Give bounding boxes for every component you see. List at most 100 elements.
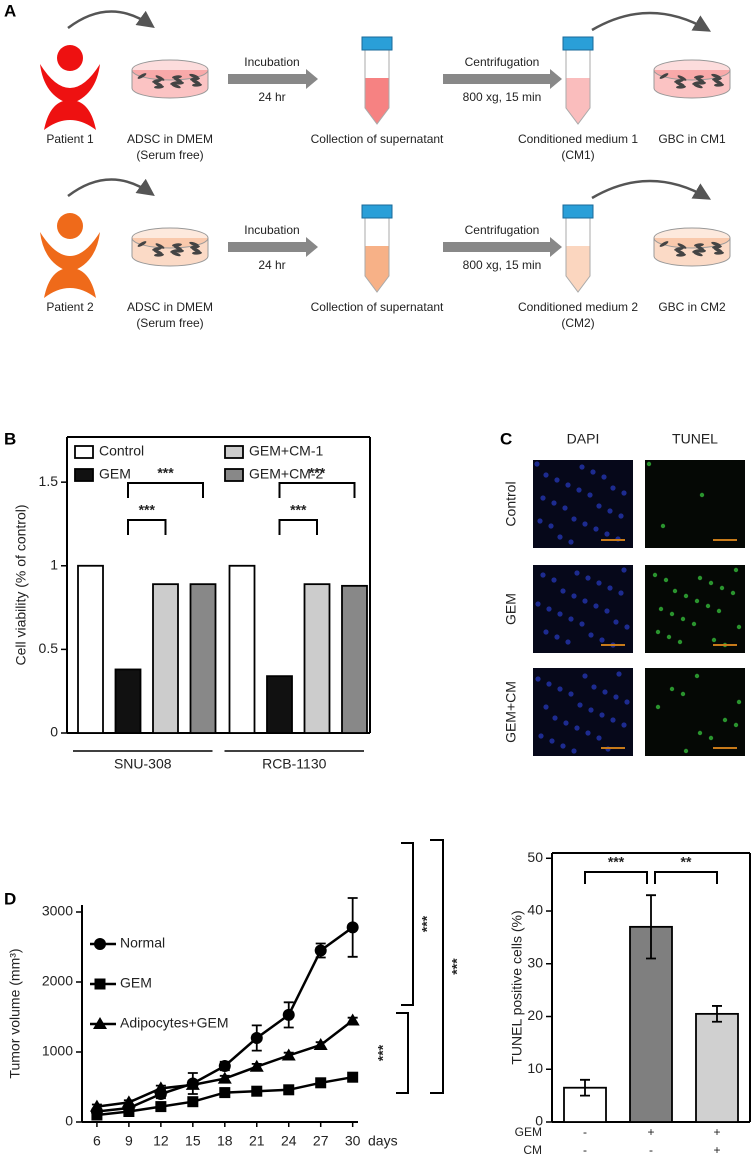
panel-label: D <box>4 889 16 908</box>
marker <box>187 1096 199 1108</box>
nucleus <box>660 523 666 529</box>
x-tick-label: 15 <box>185 1133 201 1149</box>
nucleus <box>621 722 627 728</box>
nucleus <box>624 699 630 705</box>
legend-swatch <box>224 445 244 459</box>
nucleus <box>652 572 658 578</box>
error-bar <box>712 1005 722 1023</box>
marker <box>313 1038 328 1050</box>
nucleus <box>646 461 652 467</box>
x-tick-label: RCB-1130 <box>262 756 327 772</box>
person-body <box>40 232 100 272</box>
micrograph <box>533 460 633 548</box>
caption: Collection of supernatant <box>311 300 444 314</box>
cell <box>137 241 147 247</box>
caption: Collection of supernatant <box>311 132 444 146</box>
nucleus <box>546 681 552 687</box>
nucleus <box>568 539 574 545</box>
nucleus <box>613 694 619 700</box>
y-axis-label: TUNEL positive cells (%) <box>509 910 525 1064</box>
dish-top <box>653 227 731 249</box>
significance-label: *** <box>309 465 326 481</box>
nucleus <box>708 735 714 741</box>
nucleus <box>697 575 703 581</box>
cell <box>153 249 163 255</box>
cell <box>172 75 182 79</box>
x-tick-label: 21 <box>249 1133 265 1149</box>
nucleus <box>699 492 705 498</box>
nucleus <box>537 518 543 524</box>
significance-bracket <box>127 482 204 498</box>
workflow-row <box>40 10 731 130</box>
nucleus <box>565 482 571 488</box>
condition-label: CM <box>523 1143 542 1154</box>
tube-body <box>565 50 591 125</box>
nucleus <box>613 619 619 625</box>
condition-value: - <box>649 1143 653 1154</box>
nucleus <box>624 624 630 630</box>
nucleus <box>543 629 549 635</box>
x-tick-label: 12 <box>153 1133 169 1149</box>
nucleus <box>736 699 742 705</box>
nucleus <box>565 639 571 645</box>
significance-label: *** <box>375 1044 391 1061</box>
nucleus <box>716 608 722 614</box>
significance-label: *** <box>157 465 174 481</box>
nucleus <box>602 689 608 695</box>
nucleus <box>571 593 577 599</box>
workflow-row <box>40 178 731 298</box>
marker <box>281 1048 296 1061</box>
legend-label: GEM+CM-2 <box>249 466 324 482</box>
bar <box>303 583 331 734</box>
caption: GBC in CM2 <box>658 300 726 314</box>
cell <box>170 249 180 253</box>
legend-marker <box>94 978 106 990</box>
panel-label: C <box>500 429 512 448</box>
cell <box>170 81 180 85</box>
nucleus <box>677 639 683 645</box>
nucleus <box>596 503 602 509</box>
cell <box>675 249 685 255</box>
legend-swatch <box>74 468 94 482</box>
x-axis-label: days <box>368 1133 398 1149</box>
legend-label: GEM+CM-1 <box>249 443 324 459</box>
caption: Conditioned medium 2 <box>518 300 638 314</box>
nucleus <box>733 722 739 728</box>
bar <box>152 583 179 734</box>
nucleus <box>683 748 689 754</box>
nucleus <box>540 572 546 578</box>
x-tick-label: 6 <box>93 1133 101 1149</box>
tube-body <box>364 218 390 293</box>
nucleus <box>585 730 591 736</box>
nucleus <box>579 464 585 470</box>
nucleus <box>691 621 697 627</box>
nucleus <box>585 575 591 581</box>
condition-value: - <box>583 1125 587 1139</box>
significance-bracket <box>127 519 167 535</box>
cell <box>153 81 163 87</box>
cell <box>674 247 684 251</box>
curved-arrow <box>591 11 712 32</box>
person-legs <box>44 268 96 298</box>
bar <box>77 564 104 734</box>
nucleus <box>719 585 725 591</box>
nucleus <box>557 534 563 540</box>
nucleus <box>568 691 574 697</box>
x-tick-label: 27 <box>313 1133 329 1149</box>
marker <box>249 1059 264 1072</box>
y-tick-label: 1000 <box>42 1043 73 1059</box>
condition-value: + <box>713 1125 720 1139</box>
significance-bracket <box>278 519 318 535</box>
nucleus <box>621 567 627 573</box>
nucleus <box>557 686 563 692</box>
nucleus <box>697 730 703 736</box>
nucleus <box>538 733 544 739</box>
y-tick-label: 1.5 <box>39 473 59 489</box>
error-bar <box>646 894 656 960</box>
marker <box>123 1106 135 1117</box>
cell <box>711 241 721 247</box>
nucleus <box>607 585 613 591</box>
caption: Patient 2 <box>46 300 94 314</box>
nucleus <box>535 676 541 682</box>
cell <box>172 243 182 247</box>
